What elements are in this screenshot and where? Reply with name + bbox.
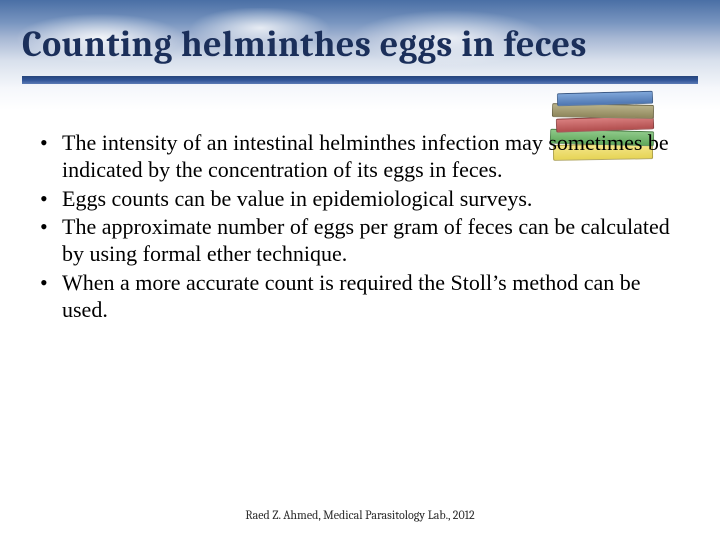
bullet-item: Eggs counts can be value in epidemiologi… <box>38 186 678 213</box>
bullet-item: When a more accurate count is required t… <box>38 270 678 324</box>
footer-citation: Raed Z. Ahmed, Medical Parasitology Lab.… <box>0 508 720 522</box>
slide-title: Counting helminthes eggs in feces <box>22 24 587 65</box>
body-content: The intensity of an intestinal helminthe… <box>38 130 678 326</box>
bullet-item: The approximate number of eggs per gram … <box>38 214 678 268</box>
bullet-item: The intensity of an intestinal helminthe… <box>38 130 678 184</box>
